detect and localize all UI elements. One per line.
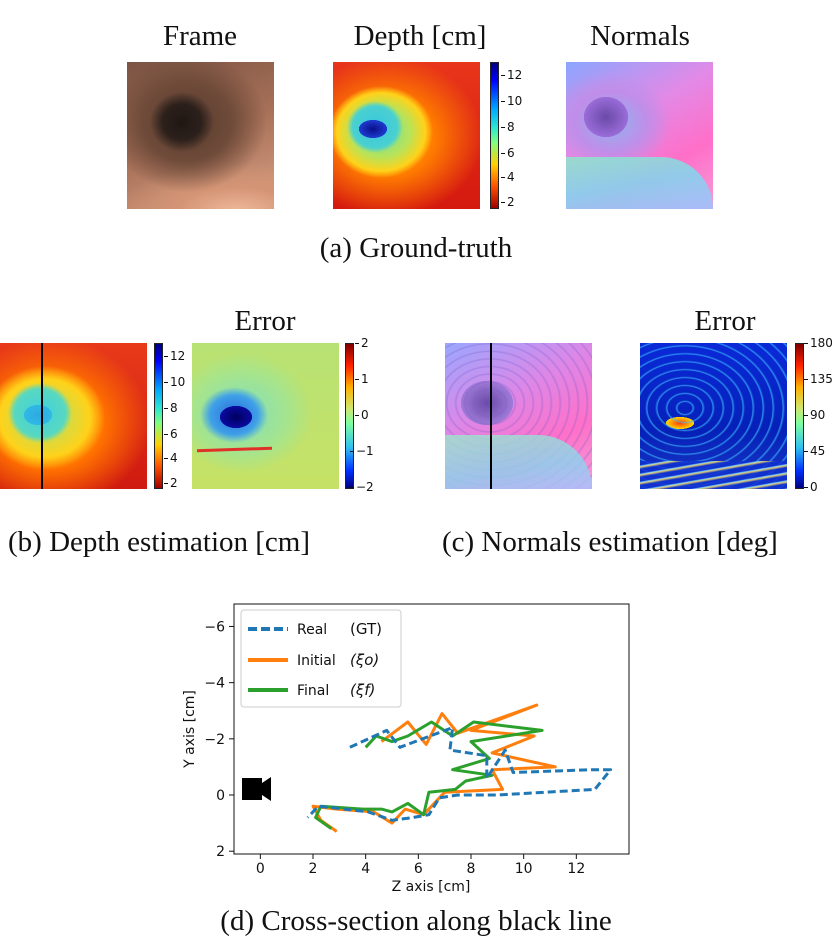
caption-b: (b) Depth estimation [cm] (8, 526, 310, 558)
caption-a: (a) Ground-truth (319, 232, 513, 264)
trajectory-chart: 0 2 4 6 8 10 12 −6 −4 −2 0 2 Z axis [cm] Y axis [c… (182, 603, 630, 895)
colorbar-tick: 2 (164, 476, 178, 490)
colorbar-tick: 8 (164, 401, 178, 415)
gt-frame-image (127, 62, 274, 209)
depth-error-image (192, 343, 339, 489)
x-tick-label: 10 (515, 861, 533, 877)
colorbar-tick: 90 (803, 408, 826, 422)
camera-icon (242, 777, 271, 801)
x-tick-label: 0 (256, 861, 265, 877)
cross-section-line (41, 343, 43, 489)
y-tick-label: −2 (204, 732, 225, 748)
caption-d: (d) Cross-section along black line (220, 905, 612, 937)
error-streak (196, 446, 273, 453)
x-axis-label: Z axis [cm] (392, 879, 471, 895)
est-depth-colorbar (154, 343, 163, 489)
colorbar-tick: −1 (350, 444, 374, 458)
normals-error-title: Error (694, 305, 756, 337)
y-axis-label: Y axis [cm] (182, 690, 198, 769)
legend-label-initial: Initial (297, 653, 336, 669)
y-tick-label: −6 (204, 619, 225, 635)
cross-section-line (490, 343, 492, 489)
legend-tag-final: (ξf) (350, 681, 375, 699)
colorbar-tick: 180 (804, 336, 832, 350)
colorbar-tick: 10 (163, 375, 186, 389)
colorbar-tick: 6 (164, 427, 178, 441)
colorbar-tick: 2 (355, 336, 369, 350)
colorbar-tick: 1 (355, 372, 369, 386)
legend-tag-real: (GT) (350, 620, 382, 638)
x-tick-label: 12 (567, 861, 585, 877)
legend-label-final: Final (297, 683, 329, 699)
x-tick-label: 2 (309, 861, 318, 877)
colorbar-tick: 4 (501, 170, 515, 184)
normals-error-image (640, 343, 787, 489)
depth-error-colorbar (345, 343, 354, 489)
colorbar-tick: 0 (804, 480, 818, 494)
colorbar-tick: 8 (501, 120, 515, 134)
x-tick-label: 4 (361, 861, 370, 877)
colorbar-tick: −2 (350, 480, 374, 494)
legend: Real Initial Final (GT) (ξo) (ξf) (240, 609, 402, 708)
colorbar-tick: 4 (164, 451, 178, 465)
gt-depth-colorbar (490, 62, 499, 209)
est-depth-image (0, 343, 147, 489)
x-tick-label: 6 (414, 861, 423, 877)
colorbar-tick: 10 (500, 94, 523, 108)
gt-depth-image (333, 62, 480, 209)
caption-c: (c) Normals estimation [deg] (442, 526, 778, 558)
normals-title: Normals (590, 20, 690, 52)
legend-label-real: Real (297, 622, 327, 638)
legend-tag-initial: (ξo) (350, 651, 379, 669)
colorbar-tick: 135 (804, 372, 832, 386)
x-tick-label: 8 (467, 861, 476, 877)
depth-title: Depth [cm] (353, 20, 487, 52)
y-tick-label: −4 (204, 676, 225, 692)
series-line-final (314, 720, 544, 830)
gt-normals-image (566, 62, 713, 209)
frame-title: Frame (162, 20, 238, 52)
colorbar-tick: 2 (501, 195, 515, 209)
y-tick-label: 2 (216, 844, 225, 860)
colorbar-tick: 45 (803, 444, 826, 458)
colorbar-tick: 0 (355, 408, 369, 422)
y-tick-label: 0 (216, 788, 225, 804)
series-line-real (306, 726, 613, 822)
colorbar-tick: 6 (501, 146, 515, 160)
depth-error-title: Error (234, 305, 296, 337)
colorbar-tick: 12 (163, 349, 186, 363)
colorbar-tick: 12 (500, 68, 523, 82)
normals-error-colorbar (795, 343, 804, 489)
est-normals-image (445, 343, 592, 489)
